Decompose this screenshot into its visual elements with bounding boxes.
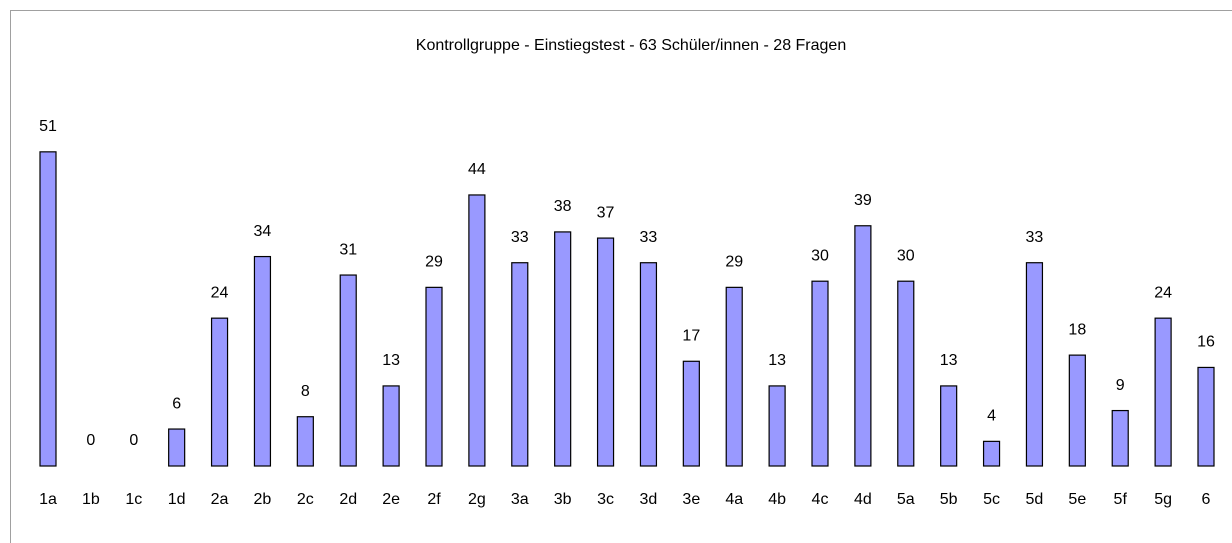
value-label: 29 — [725, 254, 743, 271]
bar — [253, 255, 272, 467]
value-label: 38 — [554, 198, 572, 215]
value-label: 51 — [39, 118, 57, 135]
x-tick-label: 1b — [82, 491, 100, 508]
value-label: 13 — [940, 352, 958, 369]
bar — [511, 262, 529, 467]
value-label: 24 — [211, 284, 229, 301]
bar — [1154, 317, 1172, 467]
value-label: 0 — [86, 432, 95, 449]
x-tick-label: 4a — [725, 491, 743, 508]
x-tick-label: 1d — [168, 491, 186, 508]
value-label: 34 — [254, 223, 272, 240]
bar — [425, 286, 443, 467]
bar — [468, 194, 486, 467]
value-label: 13 — [382, 352, 400, 369]
x-tick-label: 5d — [1026, 491, 1044, 508]
x-tick-label: 5e — [1068, 491, 1086, 508]
bar — [168, 428, 186, 467]
bar — [811, 280, 829, 467]
x-tick-label: 5f — [1114, 491, 1128, 508]
bar — [554, 231, 572, 467]
x-tick-label: 2f — [427, 491, 441, 508]
x-tick-label: 5b — [940, 491, 958, 508]
x-tick-label: 3c — [597, 491, 614, 508]
bar — [296, 416, 314, 467]
x-tick-label: 3b — [554, 491, 572, 508]
x-tick-label: 2g — [468, 491, 486, 508]
value-label: 29 — [425, 254, 443, 271]
x-tick-label: 4c — [812, 491, 829, 508]
x-tick-label: 3a — [511, 491, 529, 508]
value-label: 37 — [597, 204, 615, 221]
value-label: 8 — [301, 383, 310, 400]
x-tick-label: 5g — [1154, 491, 1172, 508]
bar — [210, 317, 229, 467]
value-label: 13 — [768, 352, 786, 369]
value-label: 17 — [682, 327, 700, 344]
x-tick-label: 5c — [983, 491, 1000, 508]
x-tick-label: 2b — [254, 491, 272, 508]
x-tick-label: 2d — [339, 491, 357, 508]
bar — [1197, 366, 1215, 467]
bar — [39, 151, 57, 467]
value-label: 33 — [640, 229, 658, 246]
bar — [897, 280, 915, 467]
bar — [725, 286, 743, 467]
bar — [682, 360, 700, 467]
bar — [1111, 409, 1129, 467]
value-label: 0 — [129, 432, 138, 449]
x-tick-label: 4b — [768, 491, 786, 508]
value-label: 30 — [897, 247, 915, 264]
bar — [382, 385, 400, 467]
value-label: 31 — [339, 241, 357, 258]
bar — [1068, 354, 1086, 467]
bar — [854, 225, 872, 467]
bar — [768, 385, 786, 467]
bar — [596, 237, 615, 467]
value-label: 18 — [1068, 321, 1086, 338]
chart-title: Kontrollgruppe - Einstiegstest - 63 Schü… — [416, 37, 846, 54]
value-label: 30 — [811, 247, 829, 264]
value-label: 33 — [1026, 229, 1044, 246]
bar — [1025, 262, 1044, 467]
value-label: 44 — [468, 161, 486, 178]
x-tick-label: 2c — [297, 491, 314, 508]
value-label: 24 — [1154, 284, 1172, 301]
x-tick-label: 2e — [382, 491, 400, 508]
x-tick-label: 6 — [1202, 491, 1211, 508]
value-label: 39 — [854, 192, 872, 209]
chart-frame — [10, 10, 1232, 543]
x-tick-label: 4d — [854, 491, 872, 508]
x-tick-label: 1a — [39, 491, 57, 508]
x-tick-label: 3d — [640, 491, 658, 508]
x-tick-label: 1c — [125, 491, 142, 508]
bar — [982, 440, 1001, 467]
bar — [940, 385, 958, 467]
x-tick-label: 5a — [897, 491, 915, 508]
value-label: 6 — [172, 395, 181, 412]
x-tick-label: 3e — [682, 491, 700, 508]
x-tick-label: 2a — [211, 491, 229, 508]
value-label: 9 — [1116, 377, 1125, 394]
value-label: 33 — [511, 229, 529, 246]
value-label: 4 — [987, 408, 996, 425]
bar — [339, 274, 357, 467]
bar — [639, 262, 658, 467]
value-label: 16 — [1197, 334, 1215, 351]
